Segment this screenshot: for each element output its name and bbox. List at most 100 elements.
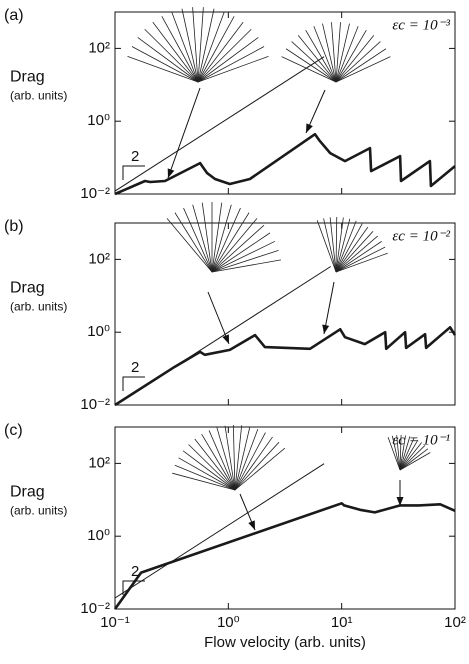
fiber xyxy=(281,56,337,83)
fiber xyxy=(399,435,402,471)
y-tick-label: 10⁻² xyxy=(80,600,110,617)
y-axis-label: Drag xyxy=(10,484,45,501)
fiber xyxy=(178,457,236,491)
arrow-line xyxy=(207,291,230,345)
fiber xyxy=(335,22,341,83)
fiber xyxy=(387,436,401,471)
fiber xyxy=(161,16,199,83)
fiber xyxy=(335,216,338,273)
plot-frame xyxy=(114,11,456,195)
fiber xyxy=(234,441,280,491)
y-tick-label: 10⁰ xyxy=(87,112,110,129)
fiber xyxy=(234,426,251,491)
y-axis-label-sub: (arb. units) xyxy=(10,300,67,314)
fiber xyxy=(152,21,199,83)
panel-label: (a) xyxy=(4,7,24,24)
fiber xyxy=(234,432,266,491)
y-axis-label-sub: (arb. units) xyxy=(10,504,67,518)
fiber xyxy=(396,435,401,471)
fiber xyxy=(399,435,406,471)
y-tick-label: 10² xyxy=(88,454,110,471)
fiber xyxy=(216,427,236,491)
fiber xyxy=(335,235,378,273)
fiber xyxy=(335,231,374,273)
fiber xyxy=(391,435,401,471)
slope-label: 2 xyxy=(131,359,139,376)
fiber xyxy=(201,434,236,491)
x-tick-label: 10⁰ xyxy=(217,614,240,631)
fiber xyxy=(197,16,235,83)
fiber xyxy=(335,241,382,273)
fiber xyxy=(197,28,252,83)
fiber xyxy=(335,35,375,83)
fiber xyxy=(174,464,236,491)
x-tick-label: 10² xyxy=(444,614,466,631)
fiber xyxy=(211,202,223,273)
fiber xyxy=(399,448,429,471)
fiber xyxy=(174,212,213,273)
fiber xyxy=(335,30,367,83)
fiber xyxy=(197,11,225,83)
fiber xyxy=(335,48,387,83)
fiber xyxy=(166,218,213,273)
reference-line xyxy=(114,463,325,599)
y-axis-label: Drag xyxy=(10,69,45,86)
fiber xyxy=(323,218,337,273)
fiber xyxy=(234,436,273,491)
plot-frame xyxy=(114,426,456,610)
fiber xyxy=(322,23,337,83)
fiber xyxy=(197,7,204,83)
fiber xyxy=(211,212,250,273)
fiber xyxy=(201,202,213,273)
drag-curve xyxy=(114,132,456,196)
fiber xyxy=(297,35,337,83)
fiber xyxy=(234,425,243,491)
parameter-label: εc = 10⁻² xyxy=(392,228,450,244)
fiber xyxy=(211,232,271,273)
y-axis-label: Drag xyxy=(10,280,45,297)
arrow-line xyxy=(167,87,201,179)
slope-label: 2 xyxy=(131,148,139,165)
x-axis-label: Flow velocity (arb. units) xyxy=(204,634,366,651)
fiber xyxy=(335,246,386,273)
fiber xyxy=(131,46,199,83)
fiber xyxy=(224,425,236,491)
fiber xyxy=(335,226,369,273)
fiber xyxy=(137,37,199,83)
fiber xyxy=(305,30,337,83)
fiber xyxy=(234,429,259,491)
slope-triangle xyxy=(122,165,145,180)
fiber xyxy=(399,442,422,471)
fiber xyxy=(285,48,337,83)
fiber xyxy=(335,220,357,273)
fiber xyxy=(335,223,363,273)
fiber xyxy=(399,437,415,471)
y-axis-label-sub: (arb. units) xyxy=(10,89,67,103)
fiber xyxy=(172,472,236,491)
fiber xyxy=(335,252,388,273)
y-tick-label: 10² xyxy=(88,39,110,56)
fiber xyxy=(192,7,199,83)
y-tick-label: 10⁰ xyxy=(87,527,110,544)
y-tick-label: 10⁻² xyxy=(80,396,110,413)
fiber xyxy=(399,445,426,471)
arrow-head xyxy=(396,497,404,506)
fiber xyxy=(399,436,411,471)
fiber xyxy=(182,450,236,491)
fiber xyxy=(316,220,337,273)
fiber xyxy=(197,21,244,83)
fiber xyxy=(234,447,286,491)
panel-label: (b) xyxy=(4,218,24,235)
y-tick-label: 10⁰ xyxy=(87,323,110,340)
reference-line xyxy=(114,56,325,192)
fiber xyxy=(197,46,265,83)
fiber xyxy=(331,22,337,83)
arrow-head xyxy=(248,520,255,530)
fiber xyxy=(183,207,213,273)
x-tick-label: 10¹ xyxy=(331,614,353,631)
drag-curve xyxy=(113,502,456,610)
fiber xyxy=(232,425,236,491)
fiber xyxy=(192,204,213,273)
y-tick-label: 10⁻² xyxy=(80,185,110,202)
